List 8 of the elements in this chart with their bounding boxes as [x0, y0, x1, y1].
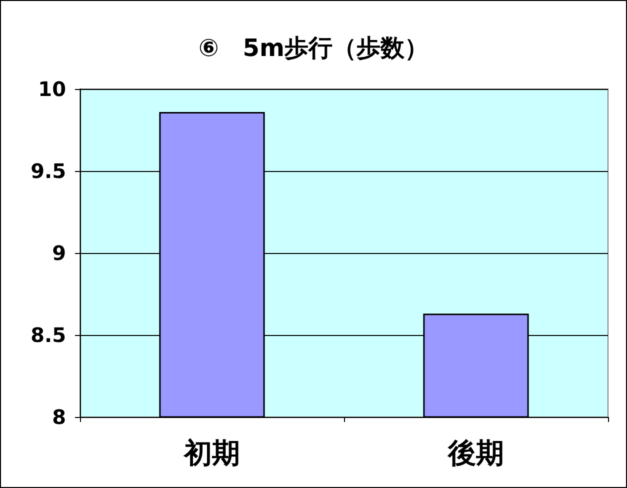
x-tick-label: 初期	[183, 436, 240, 470]
x-tick-label: 後期	[447, 436, 504, 470]
y-tick-label: 9	[52, 241, 66, 265]
y-tick-label: 8	[52, 405, 66, 429]
y-tick-label: 9.5	[30, 159, 66, 183]
y-tick-label: 10	[38, 77, 66, 101]
chart-title: ⑥ 5m歩行（歩数）	[198, 34, 429, 62]
y-tick-label: 8.5	[30, 323, 66, 347]
